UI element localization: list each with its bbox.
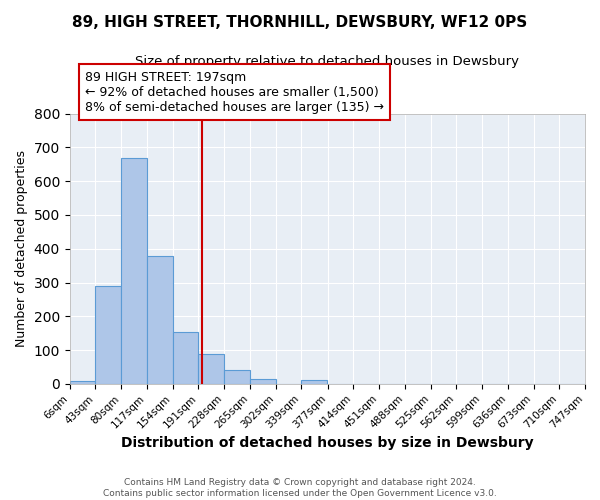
Text: Contains HM Land Registry data © Crown copyright and database right 2024.
Contai: Contains HM Land Registry data © Crown c… bbox=[103, 478, 497, 498]
Bar bbox=[173, 332, 199, 384]
Title: Size of property relative to detached houses in Dewsbury: Size of property relative to detached ho… bbox=[136, 55, 520, 68]
Text: 89, HIGH STREET, THORNHILL, DEWSBURY, WF12 0PS: 89, HIGH STREET, THORNHILL, DEWSBURY, WF… bbox=[73, 15, 527, 30]
Bar bbox=[70, 381, 95, 384]
Bar bbox=[147, 256, 173, 384]
Bar bbox=[301, 380, 327, 384]
Bar bbox=[95, 286, 121, 384]
X-axis label: Distribution of detached houses by size in Dewsbury: Distribution of detached houses by size … bbox=[121, 436, 533, 450]
Bar bbox=[250, 379, 275, 384]
Bar bbox=[224, 370, 250, 384]
Bar bbox=[121, 158, 147, 384]
Text: 89 HIGH STREET: 197sqm
← 92% of detached houses are smaller (1,500)
8% of semi-d: 89 HIGH STREET: 197sqm ← 92% of detached… bbox=[85, 70, 384, 114]
Bar bbox=[199, 354, 224, 384]
Y-axis label: Number of detached properties: Number of detached properties bbox=[15, 150, 28, 347]
